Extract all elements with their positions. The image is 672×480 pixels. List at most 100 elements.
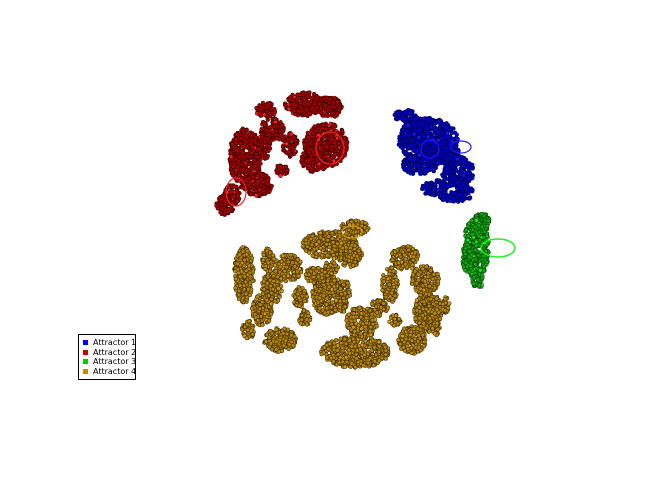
scatter-point — [283, 164, 289, 169]
scatter-point — [284, 141, 289, 146]
scatter-point — [344, 245, 349, 250]
scatter-point — [261, 188, 266, 193]
scatter-point — [456, 198, 461, 203]
scatter-point — [240, 127, 246, 133]
attractor-4-cluster — [232, 218, 452, 370]
scatter-point — [466, 233, 471, 239]
scatter-point — [292, 135, 297, 140]
scatter-point — [245, 158, 250, 164]
scatter-point — [326, 106, 331, 112]
scatter-point — [449, 179, 454, 184]
scatter-point — [444, 135, 450, 140]
scatter-point — [485, 223, 490, 229]
scatter-point — [409, 266, 414, 271]
scatter-point — [402, 166, 407, 172]
scatter-point — [253, 135, 259, 140]
scatter-point — [327, 132, 332, 137]
scatter-point — [322, 141, 327, 146]
scatter-point — [441, 129, 447, 135]
scatter-point — [297, 92, 303, 97]
scatter-point — [465, 237, 471, 243]
scatter-point — [400, 132, 406, 137]
scatter-point — [419, 166, 425, 171]
scatter-point — [417, 128, 422, 133]
scatter-point — [428, 166, 434, 171]
scatter-point — [280, 138, 285, 143]
scatter-point — [244, 171, 249, 176]
scatter-point — [453, 176, 459, 182]
scatter-point — [266, 132, 271, 138]
scatter-point — [308, 99, 314, 104]
scatter-point — [254, 193, 259, 198]
scatter-point — [401, 124, 407, 129]
scatter-point — [470, 162, 475, 168]
scatter-point — [273, 132, 279, 137]
scatter-point — [310, 105, 315, 110]
scatter-point — [429, 148, 434, 154]
scatter-point — [433, 120, 438, 125]
scatter-point — [324, 150, 329, 156]
scatter-point — [286, 106, 291, 112]
scatter-point — [449, 126, 454, 131]
scatter-point — [257, 111, 262, 116]
scatter-point — [338, 143, 344, 148]
scatter-point — [469, 218, 474, 223]
scatter-point — [470, 257, 476, 263]
scatter-point — [291, 147, 296, 152]
scatter-point — [428, 190, 433, 195]
scatter-point — [405, 244, 411, 249]
scatter-point — [484, 259, 489, 265]
scatter-point — [222, 211, 228, 216]
scatter-point — [402, 117, 408, 122]
scatter-point — [289, 132, 294, 137]
scatter-point — [294, 103, 299, 108]
scatter-point — [331, 240, 336, 245]
scatter-point — [259, 126, 264, 132]
scatter-point — [295, 97, 300, 102]
scatter-point — [396, 265, 401, 270]
scatter-point — [340, 129, 345, 135]
scatter-point — [431, 192, 436, 197]
scatter-point — [258, 172, 264, 177]
scatter-point — [269, 183, 274, 189]
scatter-point — [468, 166, 473, 171]
scatter-point — [305, 134, 311, 140]
scatter-point — [317, 165, 322, 170]
scatter-point — [346, 254, 352, 260]
scatter-point — [307, 110, 312, 115]
scatter-point — [325, 113, 330, 119]
scatter-point — [438, 182, 443, 187]
scatter-point — [353, 218, 359, 223]
scatter-point — [471, 281, 476, 286]
scatter-point — [305, 130, 310, 136]
scatter-point — [480, 273, 485, 278]
scatter-point — [437, 193, 443, 199]
scatter-point — [233, 140, 238, 146]
scatter-point — [433, 127, 439, 133]
scatter-point — [214, 203, 219, 208]
scatter-point — [251, 174, 256, 180]
scatter-point — [289, 102, 294, 107]
scatter-point — [332, 95, 338, 101]
scatter-point — [481, 268, 487, 273]
scatter-point — [237, 162, 243, 167]
scatter-point — [264, 173, 269, 178]
scatter-point — [286, 149, 292, 154]
scatter-point — [404, 139, 409, 144]
scatter-point — [411, 132, 417, 137]
scatter-point — [423, 116, 429, 121]
scatter-point — [338, 255, 344, 260]
scatter-point — [476, 233, 481, 239]
scatter-point — [463, 251, 468, 257]
scatter-point — [307, 90, 312, 95]
scatter-point — [255, 154, 260, 160]
scatter-point — [400, 249, 405, 255]
scatter-point — [312, 124, 317, 129]
scatter-point — [292, 151, 297, 156]
scatter-point — [444, 170, 449, 176]
scatter-point — [430, 134, 435, 139]
scatter-point — [236, 158, 241, 164]
scatter-point — [423, 167, 428, 172]
scatter-point — [441, 153, 446, 158]
